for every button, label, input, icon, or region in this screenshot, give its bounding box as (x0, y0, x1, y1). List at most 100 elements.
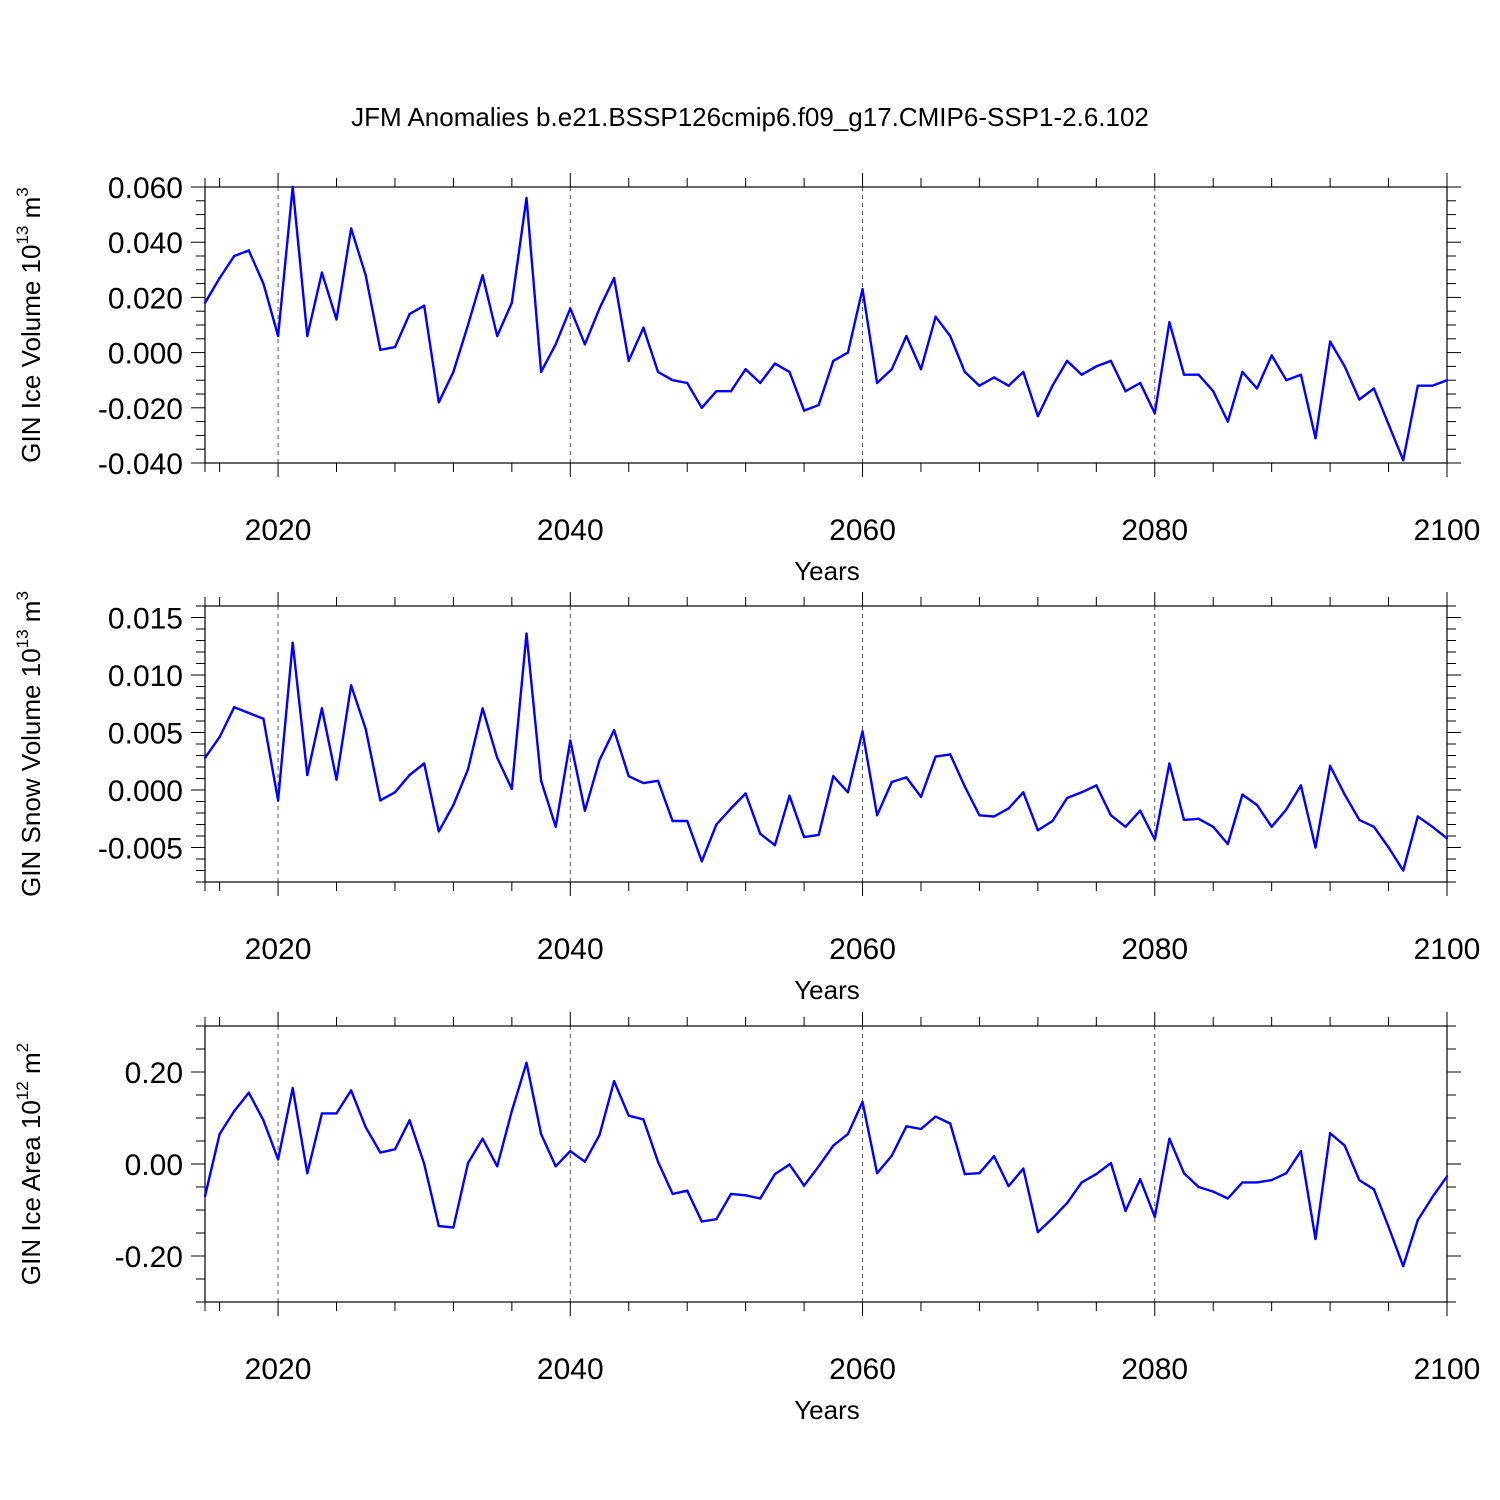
data-point (978, 384, 981, 387)
x-tick-label: 2100 (1414, 933, 1481, 966)
data-point (978, 1172, 981, 1175)
x-axis-title: Years (794, 975, 860, 1005)
data-point (875, 381, 879, 385)
data-point (583, 343, 587, 346)
data-point (875, 814, 879, 817)
data-point (846, 791, 850, 794)
data-point (1182, 1172, 1186, 1175)
data-point (525, 196, 528, 200)
data-point (1285, 1172, 1288, 1175)
data-point (1197, 373, 1200, 376)
data-point (715, 823, 718, 826)
x-tick-label: 2080 (1121, 933, 1188, 966)
data-point (1051, 1217, 1054, 1220)
data-point (481, 274, 484, 277)
data-point (744, 1194, 747, 1197)
data-point (817, 833, 820, 837)
data-point (1270, 1178, 1273, 1182)
y-tick-labels: -0.005 0.000 0.005 0.010 0.015 (98, 603, 183, 866)
data-point (1255, 1181, 1259, 1184)
major-ticks (191, 1012, 1461, 1316)
x-tick-label: 2060 (829, 1353, 896, 1386)
data-point (729, 390, 733, 393)
data-point (379, 348, 382, 352)
data-point (700, 1220, 703, 1223)
data-point (1022, 370, 1025, 374)
data-point (276, 334, 280, 338)
data-point (656, 370, 660, 374)
data-point (715, 1218, 718, 1221)
data-point (554, 343, 557, 346)
data-point (1241, 793, 1244, 796)
data-point (671, 1192, 674, 1196)
data-point (1416, 815, 1419, 818)
data-point (1226, 842, 1230, 846)
data-point (817, 403, 820, 407)
data-point (1109, 359, 1113, 363)
data-point (393, 1148, 397, 1151)
data-point (1153, 412, 1156, 415)
data-point (1124, 1209, 1127, 1213)
minor-ticks (196, 1017, 1456, 1311)
data-point (934, 755, 937, 758)
data-point (393, 791, 397, 794)
data-point (1314, 846, 1317, 849)
data-point (496, 334, 499, 338)
data-point (379, 1151, 382, 1154)
data-point (525, 1061, 528, 1065)
data-point (773, 1172, 777, 1176)
panel-ice-volume: -0.040 -0.020 0.000 0.020 0.040 0.060 2020 204… (13, 172, 1480, 586)
y-tick-label: -0.020 (98, 393, 183, 426)
data-point (700, 860, 703, 863)
data-point (700, 406, 703, 409)
minor-ticks (196, 597, 1456, 891)
data-point (1299, 373, 1303, 376)
data-point (1431, 825, 1434, 828)
plot-title: JFM Anomalies b.e21.BSSP126cmip6.f09_g17… (351, 102, 1149, 132)
data-point (218, 1132, 221, 1136)
data-point (1036, 414, 1040, 418)
data-point (335, 318, 338, 321)
data-point (992, 1154, 996, 1158)
data-point (1007, 384, 1010, 387)
data-point (656, 1160, 660, 1163)
y-axis-title: GIN Snow Volume 1013 m3 (13, 591, 46, 897)
data-point (1255, 387, 1259, 390)
data-point (452, 1226, 455, 1229)
data-point (233, 254, 236, 258)
major-ticks (191, 592, 1461, 896)
data-point (1401, 459, 1405, 462)
data-point (861, 1100, 864, 1104)
data-point (715, 390, 718, 393)
data-points (203, 632, 1449, 872)
plot-frame (204, 605, 1448, 883)
data-point (1328, 1131, 1332, 1135)
data-point (1372, 825, 1376, 828)
data-point (306, 773, 309, 777)
data-point (1080, 1181, 1083, 1184)
data-point (963, 1172, 967, 1176)
y-tick-label: 0.20 (125, 1057, 183, 1090)
x-tick-label: 2040 (537, 1353, 604, 1386)
data-point (627, 775, 630, 778)
data-point (496, 1165, 499, 1168)
data-point (642, 1118, 645, 1121)
data-point (685, 1189, 689, 1192)
data-point (832, 359, 835, 363)
data-point (919, 1127, 923, 1131)
data-points (203, 185, 1449, 462)
x-tick-label: 2060 (829, 514, 896, 547)
data-point (218, 735, 221, 739)
data-point (685, 381, 689, 385)
data-point (569, 307, 572, 310)
data-point (1226, 420, 1230, 423)
data-point (291, 185, 294, 189)
data-point (744, 792, 747, 795)
data-point (671, 819, 674, 823)
x-tick-label: 2020 (245, 933, 312, 966)
data-point (992, 815, 996, 818)
data-point (203, 1195, 207, 1198)
data-point (759, 832, 762, 835)
data-point (1255, 803, 1259, 807)
